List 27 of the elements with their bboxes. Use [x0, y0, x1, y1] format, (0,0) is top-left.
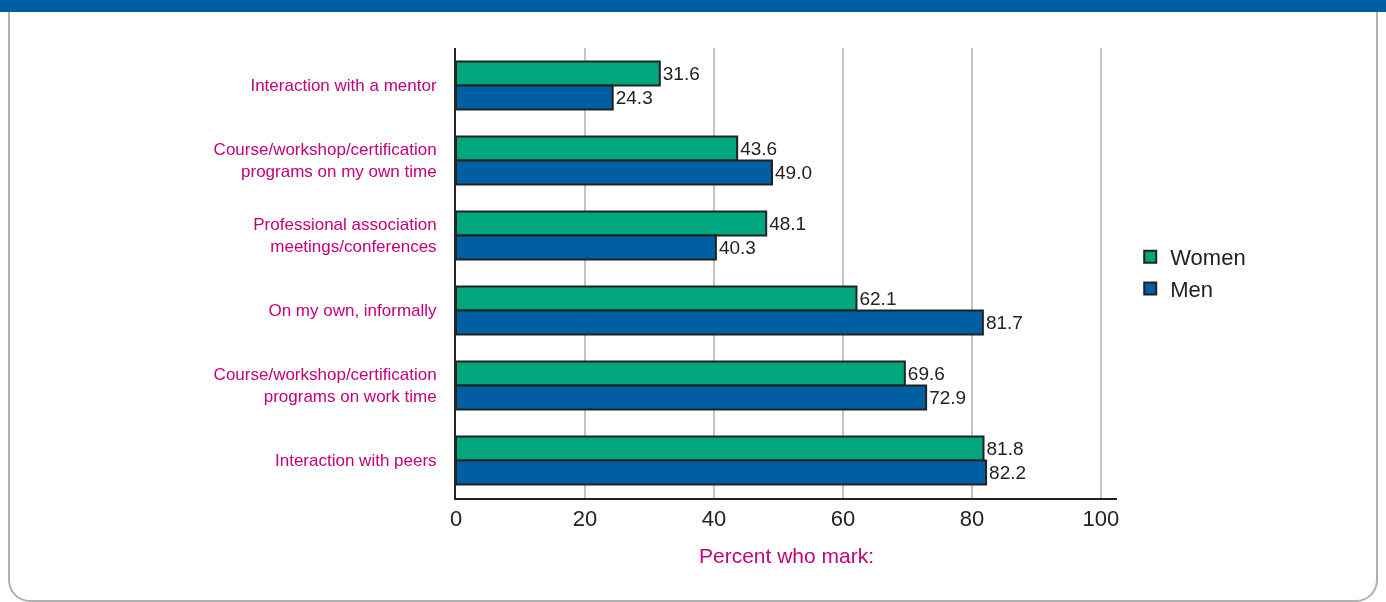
x-tick-label: 100 [1082, 506, 1120, 532]
legend-label: Women [1170, 245, 1246, 271]
data-label: 43.6 [740, 138, 778, 159]
y-tick-label: Professional association meetings/conferences [253, 215, 437, 257]
y-tick-label: Interaction with peers [275, 451, 437, 471]
data-label: 72.9 [929, 387, 967, 408]
y-tick-label: Interaction with a mentor [250, 76, 437, 96]
y-tick-label: Course/workshop/certification programs on work time [213, 365, 437, 407]
x-tick-label: 40 [701, 506, 727, 532]
x-axis-title: Percent who mark: [698, 544, 875, 568]
data-label: 24.3 [615, 87, 653, 108]
y-tick-label: Course/workshop/certification programs on my own time [213, 140, 437, 182]
data-label: 82.2 [989, 462, 1027, 483]
x-tick-label: 80 [959, 506, 985, 532]
x-tick-label: 60 [830, 506, 856, 532]
y-tick-label: On my own, informally [268, 301, 438, 321]
data-label: 49.0 [774, 162, 812, 183]
data-label: 40.3 [718, 237, 756, 258]
data-label: 69.6 [907, 363, 945, 384]
x-tick-label: 0 [449, 506, 463, 532]
data-label: 31.6 [662, 63, 700, 84]
data-label: 81.7 [985, 312, 1023, 333]
legend-label: Men [1170, 276, 1214, 302]
data-label: 81.8 [986, 438, 1024, 459]
data-label: 48.1 [769, 213, 807, 234]
x-tick-label: 20 [572, 506, 598, 532]
data-label: 62.1 [859, 288, 897, 309]
